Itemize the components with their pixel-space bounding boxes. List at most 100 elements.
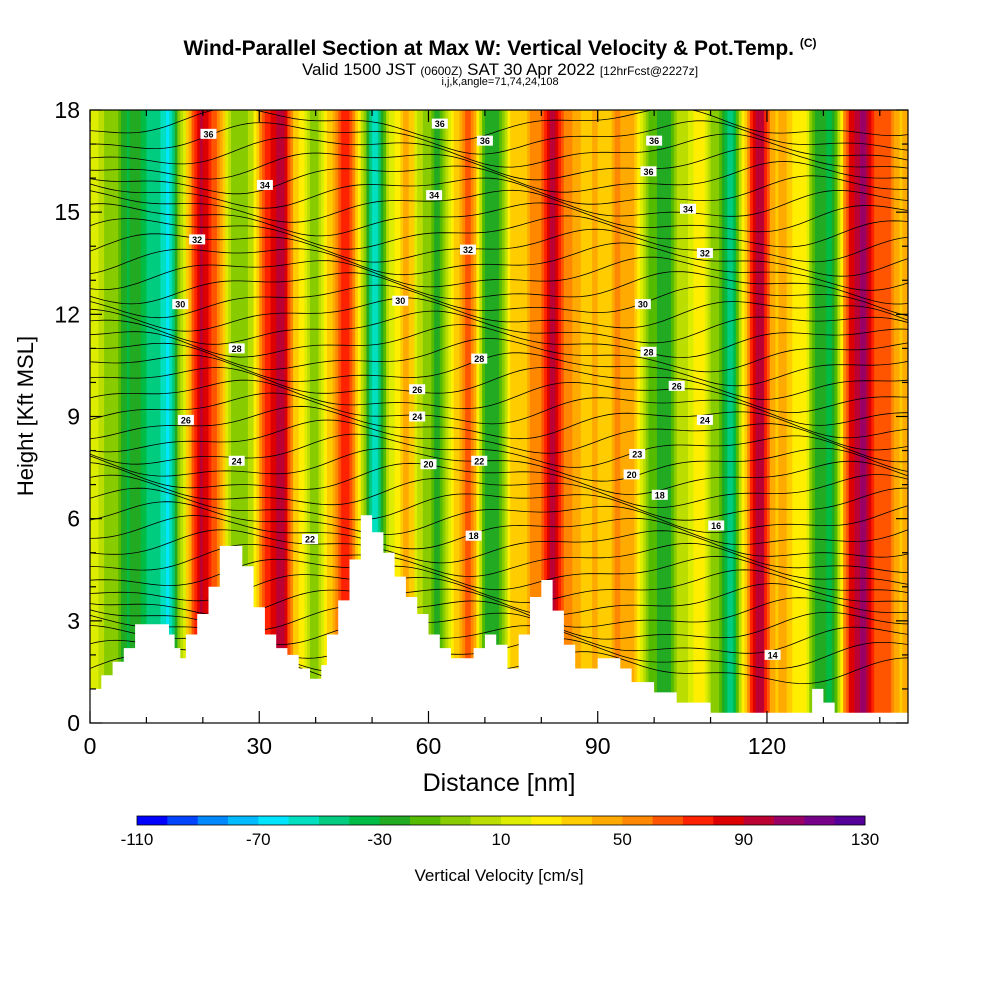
contour-label: 22 [471,455,488,466]
velocity-column [606,110,610,723]
colorbar-swatch [561,816,593,825]
valid-prefix: Valid 1500 JST [301,60,416,79]
velocity-column [656,110,661,723]
contour-label-box [651,489,668,500]
velocity-column [106,110,111,723]
velocity-column [456,110,461,723]
velocity-column [874,110,878,723]
theta-contour [90,297,908,332]
velocity-column [795,110,799,723]
velocity-column [851,110,856,723]
contour-label-text: 20 [423,460,433,470]
theta-contour [90,324,908,358]
velocity-column [764,110,768,723]
contour-label-box [228,343,245,354]
contour-label-box [392,295,409,306]
velocity-column [885,110,889,723]
contour-label-text: 32 [463,245,473,255]
velocity-column [391,110,396,723]
velocity-column [817,110,822,723]
contour-label-box [476,135,493,146]
velocity-column [623,110,627,723]
velocity-column [160,110,164,723]
contour-label-text: 34 [260,180,270,190]
colorbar-swatch [379,816,411,825]
velocity-column [845,110,850,723]
colorbar-swatch [410,816,441,825]
theta-contour [90,161,908,195]
velocity-column [541,110,545,723]
velocity-column [357,110,362,723]
velocity-column [482,110,486,723]
theta-contour [90,284,908,319]
contour-label-text: 23 [632,449,642,459]
velocity-column [781,110,785,723]
velocity-column [563,110,568,723]
velocity-column [854,110,858,723]
contour-label-box [679,203,696,214]
contour-label: 30 [392,295,409,306]
velocity-column [121,110,125,723]
theta-contour [90,474,908,509]
velocity-column [132,110,136,723]
velocity-column [225,110,229,723]
contour-label-box [459,244,476,255]
contour-label-text: 26 [412,385,422,395]
velocity-column [761,110,765,723]
velocity-column [360,110,365,723]
velocity-column [797,110,802,723]
velocity-column [814,110,819,723]
chart-title: Wind-Parallel Section at Max W: Vertical… [0,36,1000,61]
velocity-column [152,110,156,723]
colorbar-tick-label: 50 [613,830,632,849]
velocity-column [634,110,638,723]
velocity-column [642,110,647,723]
velocity-column [891,110,895,723]
velocity-column [135,110,139,723]
velocity-column [324,110,328,723]
velocity-column [538,110,542,723]
velocity-column [267,110,272,723]
contour-label-text: 36 [435,119,445,129]
contour-label-box [668,380,685,391]
contour-label: 36 [200,128,217,139]
velocity-column [273,110,277,723]
colorbar-tick-label: -110 [121,830,154,849]
velocity-column [388,110,393,723]
velocity-column [792,110,796,723]
contour-label-text: 26 [672,381,682,391]
velocity-column [264,110,269,723]
x-tick-label: 30 [246,733,272,759]
contour-label-text: 24 [412,412,422,422]
velocity-column [453,110,458,723]
velocity-column [123,110,128,723]
velocity-column [879,110,884,723]
velocity-column [462,110,466,723]
contour-label-text: 30 [175,300,185,310]
contour-label-text: 18 [655,490,665,500]
y-axis-label: Height [Kft MSL] [13,336,38,496]
velocity-column [812,110,816,723]
theta-contour [90,202,908,237]
contour-label-box [471,455,488,466]
theta-contour [90,310,908,345]
velocity-column [451,110,455,723]
contour-label-box [409,384,426,395]
velocity-column [651,110,655,723]
colorbar-swatch [592,816,623,825]
colorbar-tick-label: 90 [734,830,753,849]
velocity-column [208,110,212,723]
velocity-column [730,110,734,723]
x-tick-label: 60 [416,733,442,759]
velocity-column [137,110,142,723]
contour-label: 36 [476,135,493,146]
velocity-column [363,110,368,723]
contour-label-box [646,135,663,146]
contour-label-box [696,414,713,425]
velocity-column [513,110,517,723]
theta-contour [90,189,908,223]
theta-contour [90,405,908,440]
velocity-column [860,110,864,723]
velocity-column [366,110,370,723]
y-tick-label: 3 [67,608,80,634]
